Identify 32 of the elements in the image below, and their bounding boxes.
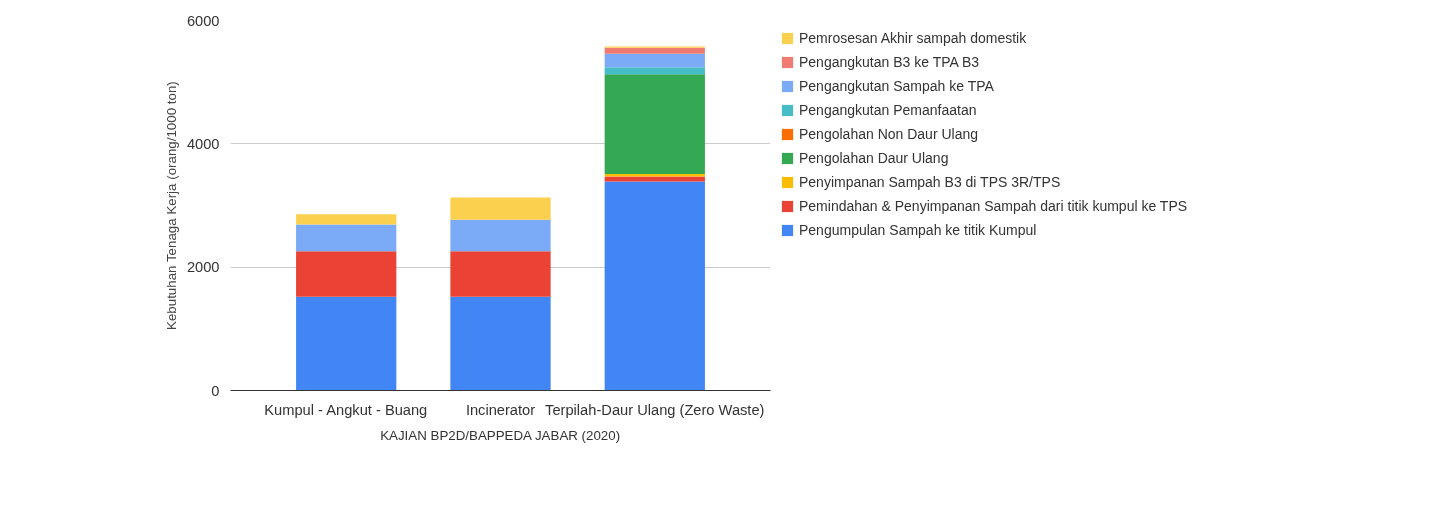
x-tick-label: Terpilah-Daur Ulang (Zero Waste) <box>545 401 765 418</box>
bar <box>604 174 705 177</box>
bar <box>604 67 705 75</box>
legend-label: Pengumpulan Sampah ke titik Kumpul <box>799 222 1037 238</box>
bar <box>296 296 397 391</box>
bar <box>604 47 705 54</box>
y-tick-label: 6000 <box>186 12 220 29</box>
y-tick-label: 2000 <box>186 259 220 276</box>
x-tick-label: Kumpul - Angkut - Buang <box>264 401 428 418</box>
bar <box>296 224 397 252</box>
bar <box>450 197 551 220</box>
bar <box>450 251 551 297</box>
y-axis-title: Kebutuhan Tenaga Kerja (orang/1000 ton) <box>163 81 179 330</box>
bar <box>450 296 551 391</box>
legend-label: Pengangkutan Pemanfaatan <box>799 102 977 118</box>
x-tick-label: Incinerator <box>465 401 536 418</box>
bar <box>604 53 705 68</box>
bar <box>604 74 705 175</box>
legend-label: Pengangkutan Sampah ke TPA <box>799 78 994 94</box>
bar <box>450 219 551 252</box>
legend-label: Pemindahan & Penyimpanan Sampah dari titik kumpul ke TPS <box>799 198 1188 214</box>
legend-label: Pengolahan Daur Ulang <box>799 150 949 166</box>
bar <box>296 251 397 297</box>
bar <box>296 214 397 225</box>
y-tick-label: 4000 <box>186 135 220 152</box>
legend-label: Penyimpanan Sampah B3 di TPS 3R/TPS <box>799 174 1061 190</box>
legend-label: Pengolahan Non Daur Ulang <box>799 126 979 142</box>
legend-label: Pengangkutan B3 ke TPA B3 <box>799 54 980 70</box>
bar <box>604 181 705 391</box>
text: KAJIAN BP2D/BAPPEDA JABAR (2020) <box>380 427 621 443</box>
legend-label: Pemrosesan Akhir sampah domestik <box>799 30 1027 46</box>
y-tick-label: 0 <box>211 382 220 399</box>
